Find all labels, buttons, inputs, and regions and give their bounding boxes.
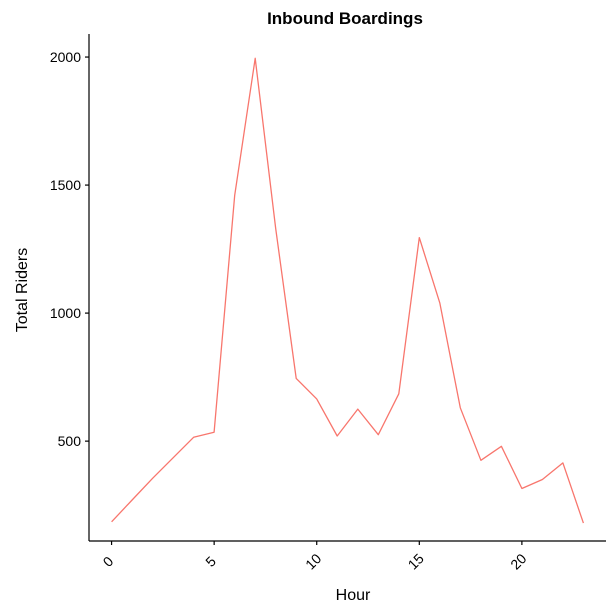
y-tick-label: 1000	[50, 305, 81, 321]
x-tick-label: 10	[302, 550, 324, 572]
series-line	[111, 57, 585, 524]
y-axis-label: Total Riders	[14, 248, 31, 332]
chart-title: Inbound Boardings	[267, 9, 423, 28]
y-tick-label: 2000	[50, 49, 81, 65]
y-tick-label: 1500	[50, 177, 81, 193]
x-axis-label: Hour	[336, 587, 371, 604]
x-axis: 0 5 10 15 20	[89, 540, 606, 573]
x-tick-label: 15	[405, 550, 427, 572]
x-tick-label: 0	[100, 553, 117, 570]
x-tick-label: 5	[202, 553, 219, 570]
x-tick-label: 20	[507, 550, 529, 572]
series-group	[111, 57, 585, 524]
y-axis: 500 1000 1500 2000	[50, 34, 90, 541]
y-tick-label: 500	[58, 433, 82, 449]
